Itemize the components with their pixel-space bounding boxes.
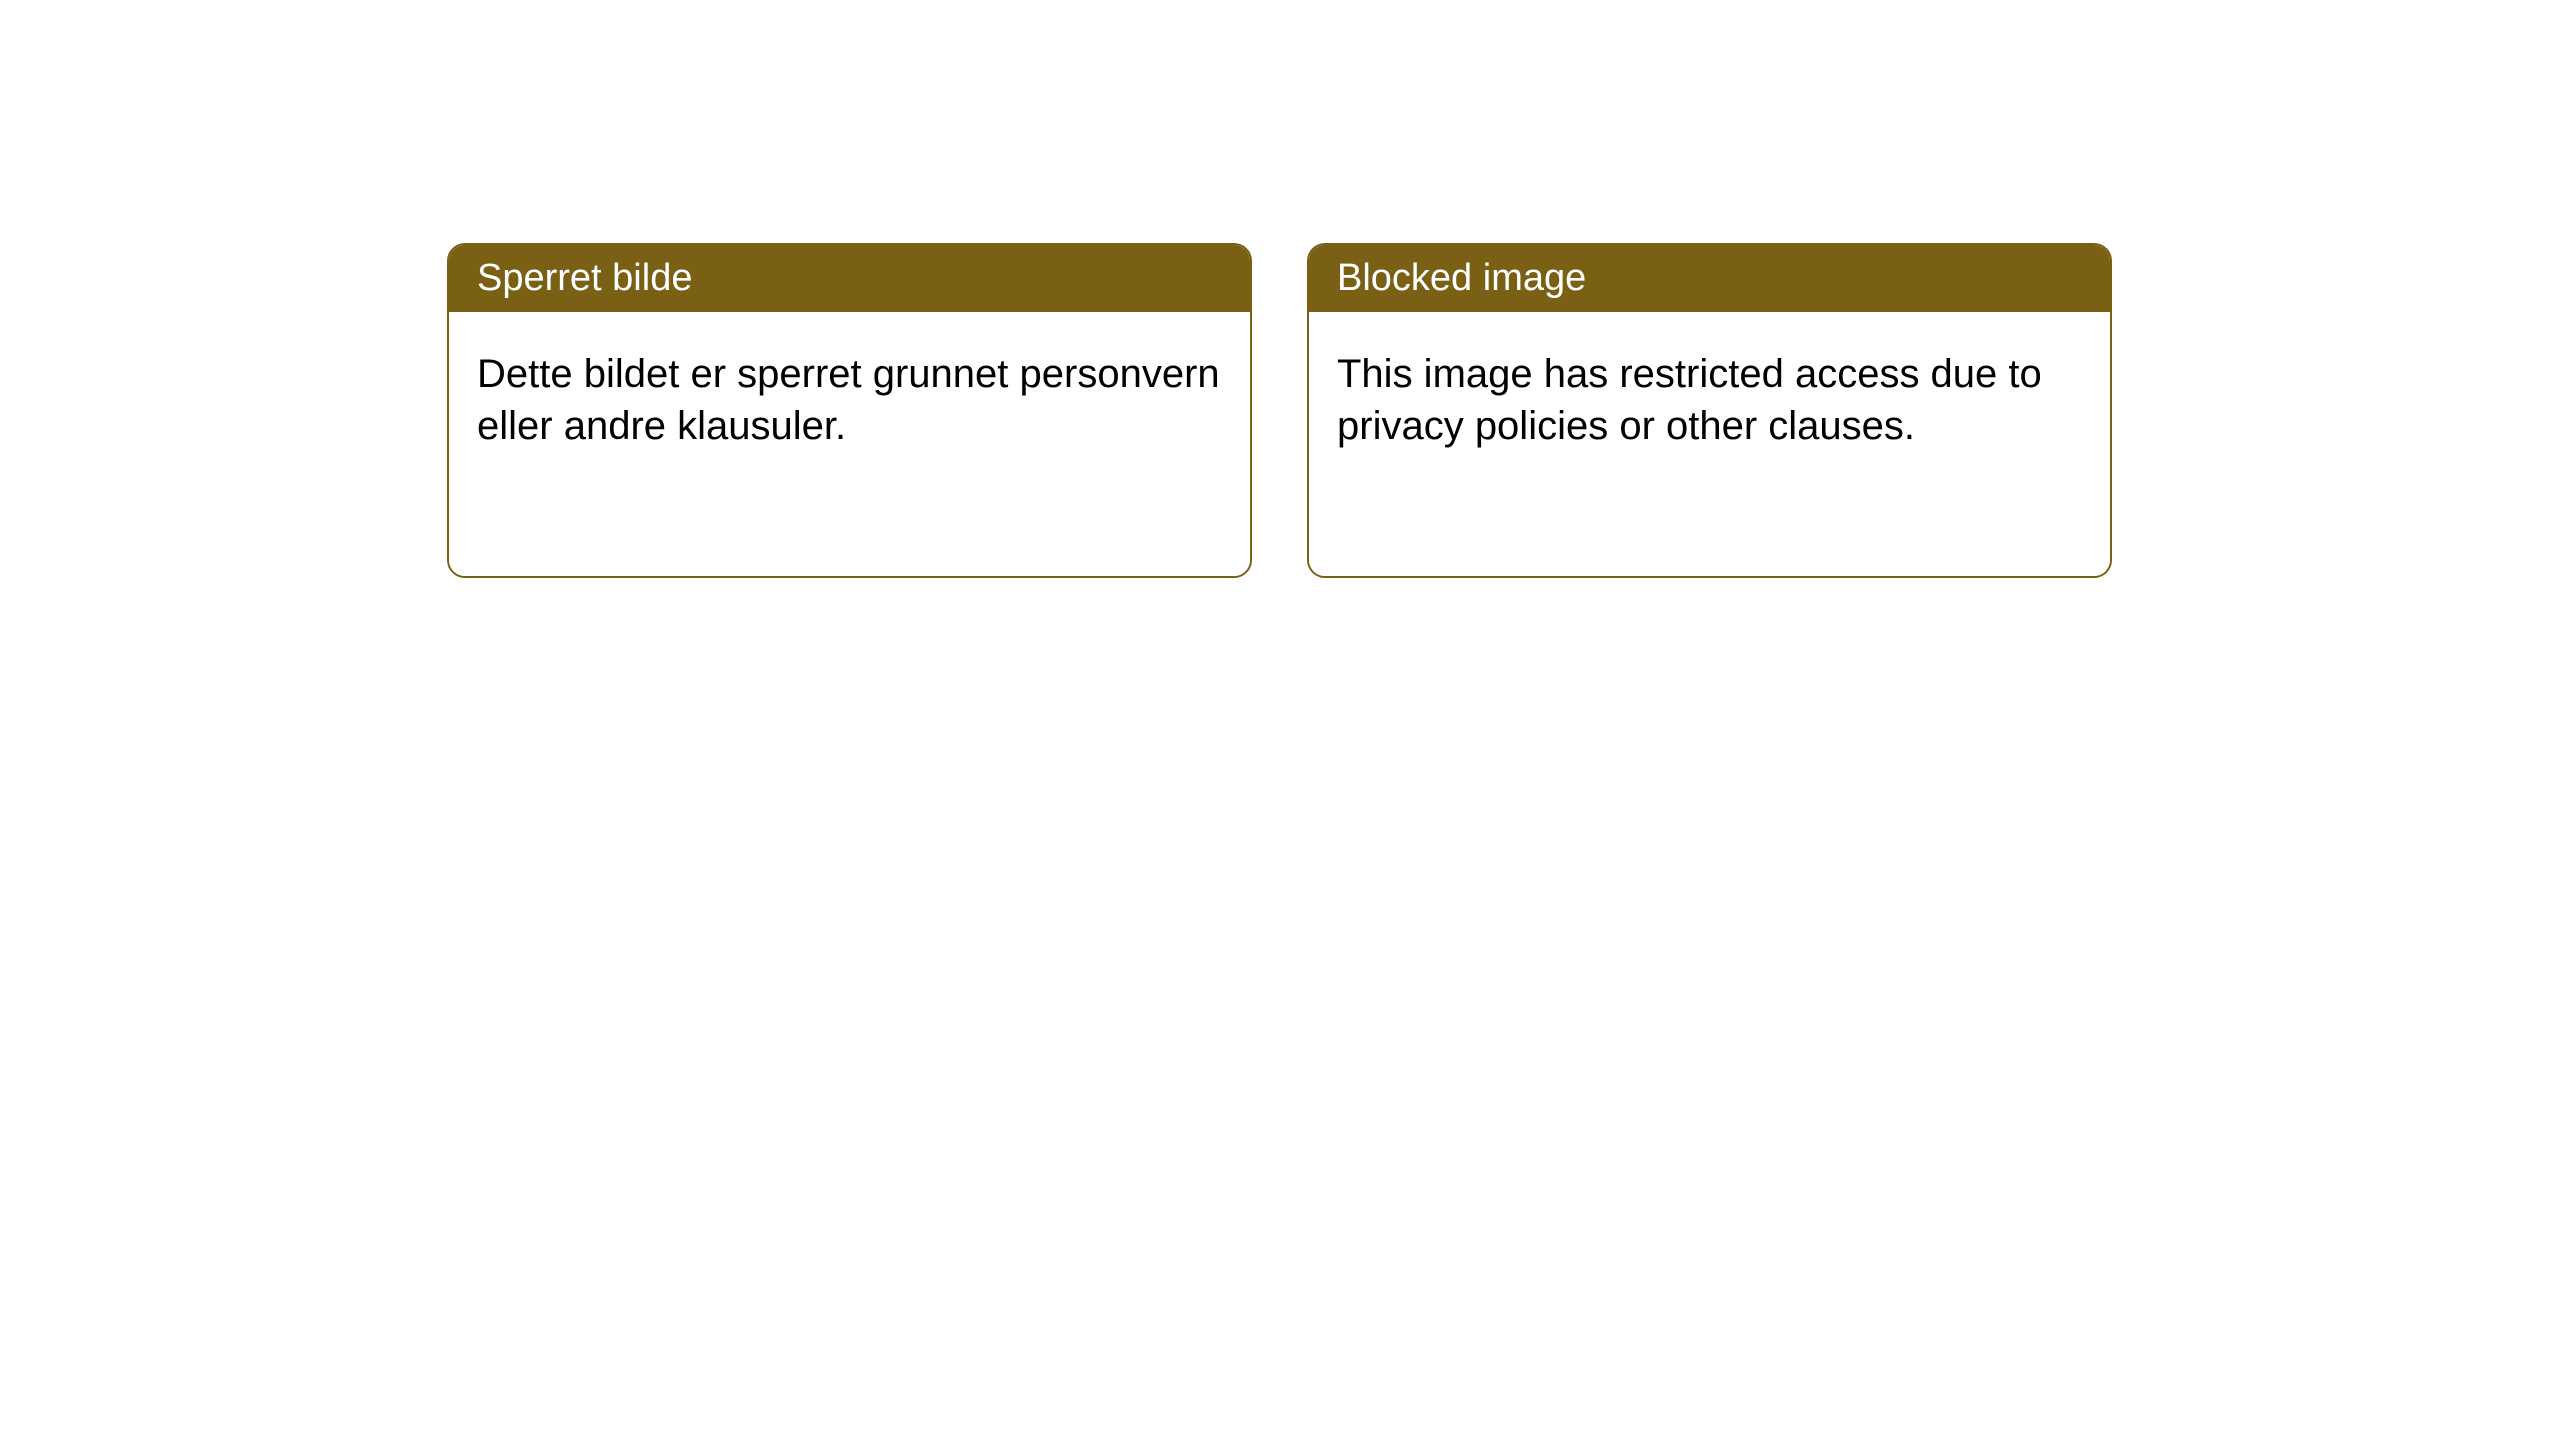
notice-container: Sperret bilde Dette bildet er sperret gr…: [447, 243, 2112, 578]
notice-header-norwegian: Sperret bilde: [449, 245, 1250, 312]
notice-title: Sperret bilde: [477, 257, 692, 299]
notice-card-norwegian: Sperret bilde Dette bildet er sperret gr…: [447, 243, 1252, 578]
notice-body-norwegian: Dette bildet er sperret grunnet personve…: [449, 312, 1250, 576]
notice-body-english: This image has restricted access due to …: [1309, 312, 2110, 576]
notice-text: Dette bildet er sperret grunnet personve…: [477, 352, 1220, 448]
notice-text: This image has restricted access due to …: [1337, 352, 2042, 448]
notice-title: Blocked image: [1337, 257, 1586, 299]
notice-header-english: Blocked image: [1309, 245, 2110, 312]
notice-card-english: Blocked image This image has restricted …: [1307, 243, 2112, 578]
